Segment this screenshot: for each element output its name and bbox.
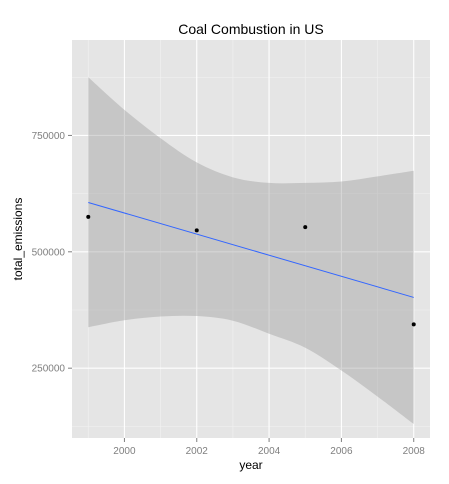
data-point xyxy=(194,228,199,233)
x-tick-label: 2006 xyxy=(330,446,353,457)
y-axis-ticks: 250000 500000 750000 xyxy=(32,131,72,375)
x-tick-label: 2008 xyxy=(403,446,426,457)
data-point xyxy=(411,322,416,327)
y-tick-label: 500000 xyxy=(32,247,66,258)
x-tick-label: 2004 xyxy=(258,446,281,457)
confidence-band xyxy=(88,77,414,425)
data-point xyxy=(86,214,91,219)
x-tick-label: 2002 xyxy=(186,446,209,457)
x-axis-title: year xyxy=(239,458,262,472)
minor-gridlines xyxy=(72,40,430,438)
chart-title: Coal Combustion in US xyxy=(178,21,324,37)
x-axis-ticks: 2000 2002 2004 2006 2008 xyxy=(113,438,425,457)
x-tick-label: 2000 xyxy=(113,446,136,457)
y-axis-title: total_emissions xyxy=(11,198,25,281)
data-point xyxy=(303,225,308,230)
regression-line xyxy=(88,201,414,298)
y-tick-label: 250000 xyxy=(32,364,66,375)
y-tick-label: 750000 xyxy=(32,131,66,142)
plot-panel xyxy=(72,40,430,438)
data-points xyxy=(86,214,416,327)
major-gridlines xyxy=(72,40,430,438)
